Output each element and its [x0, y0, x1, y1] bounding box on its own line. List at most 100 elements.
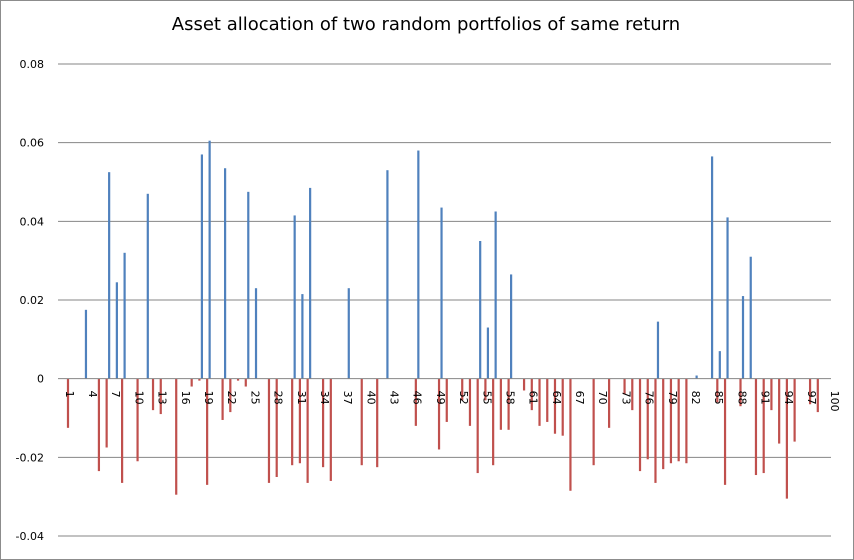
bar-series-2	[553, 378, 557, 434]
bar-series-2	[445, 378, 448, 422]
x-tick-label: 49	[434, 391, 447, 405]
x-tick-label: 37	[341, 391, 354, 405]
bar-series-2	[762, 378, 765, 474]
x-tick-label: 58	[503, 391, 516, 405]
bar-series-2	[229, 378, 232, 413]
bar-series-2	[484, 378, 487, 401]
bar-series-2	[770, 378, 773, 411]
x-axis-ticks: 1 4 7 10 13 16 19 22 25 28 31 34 37 40 43 46 49 52 55 58 61 6…	[63, 391, 841, 412]
x-tick-label: 28	[272, 391, 285, 405]
x-tick-label: 19	[202, 391, 215, 405]
x-tick-label: 76	[643, 391, 656, 405]
bar-series-1	[656, 321, 660, 379]
y-tick-label: 0	[37, 373, 44, 386]
bar-series-2	[569, 378, 572, 491]
bar-series-1	[347, 288, 350, 379]
x-tick-label: 97	[805, 391, 818, 405]
bar-series-2	[638, 378, 642, 472]
bar-series-2	[329, 378, 332, 481]
bar-series-2	[607, 378, 611, 428]
x-tick-label: 43	[388, 391, 401, 405]
y-tick-label: 0.08	[20, 58, 45, 71]
bar-series-2	[499, 378, 502, 430]
y-tick-label: 0.04	[20, 215, 45, 228]
x-tick-label: 55	[480, 391, 493, 405]
y-axis-ticks: -0.04 -0.02 0 0.02 0.04 0.06 0.08	[16, 58, 44, 543]
x-tick-label: 91	[759, 391, 772, 405]
bar-series-2	[623, 378, 626, 395]
bar-series-1	[726, 217, 729, 379]
bar-series-2	[507, 378, 510, 430]
bar-series-2	[561, 378, 564, 436]
x-tick-label: 46	[411, 391, 424, 405]
x-tick-label: 1	[63, 391, 76, 398]
y-tick-label: 0.02	[20, 294, 45, 307]
bar-series-2	[476, 378, 479, 474]
bar-series-1	[749, 256, 752, 379]
bar-series-2	[546, 378, 549, 422]
bar-series-2	[461, 378, 464, 401]
bar-series-1	[741, 296, 745, 379]
bar-series-2	[206, 378, 209, 485]
bar-series-2	[291, 378, 294, 466]
bar-series-1	[494, 211, 497, 379]
bar-series-2	[677, 378, 680, 462]
bar-series-2	[778, 378, 781, 444]
bar-series-1	[301, 294, 304, 379]
bar-series-2	[530, 378, 533, 411]
x-tick-label: 4	[86, 391, 99, 398]
bar-series-1	[440, 207, 443, 379]
bar-series-2	[236, 378, 240, 381]
bar-series-2	[190, 378, 193, 387]
bar-series-2	[522, 378, 526, 391]
x-tick-label: 22	[225, 391, 238, 405]
bar-series-1	[123, 252, 126, 379]
bar-series-2	[275, 378, 278, 477]
x-tick-label: 73	[619, 391, 632, 405]
x-tick-label: 16	[179, 391, 192, 405]
bar-series-2	[321, 378, 325, 468]
x-tick-label: 64	[550, 391, 563, 405]
gridlines	[58, 63, 831, 537]
bar-series-1	[108, 172, 111, 379]
bar-series-2	[685, 378, 688, 464]
x-tick-label: 70	[596, 391, 609, 405]
y-tick-label: -0.04	[16, 530, 44, 543]
x-tick-label: 25	[248, 391, 261, 405]
bar-series-2	[360, 378, 363, 466]
bar-series-2	[723, 378, 727, 485]
y-tick-label: -0.02	[16, 451, 44, 464]
bar-series-1	[146, 193, 149, 379]
bar-series-2	[654, 378, 657, 483]
bar-series-2	[97, 378, 101, 472]
x-tick-label: 100	[828, 391, 841, 412]
bar-series-1	[486, 327, 490, 379]
bar-series-2	[538, 378, 541, 426]
x-tick-label: 67	[573, 391, 586, 405]
bar-series-2	[662, 378, 665, 470]
bar-series-2	[716, 378, 719, 403]
x-tick-label: 34	[318, 391, 331, 405]
bar-series-1	[718, 351, 721, 379]
bar-series-1	[115, 282, 118, 379]
bar-series-1	[479, 241, 482, 379]
bar-series-2	[414, 378, 417, 426]
bar-series-2	[105, 378, 108, 448]
bar-series-2	[492, 378, 495, 466]
x-tick-label: 10	[132, 391, 145, 405]
bar-series-2	[159, 378, 162, 415]
x-tick-label: 52	[457, 391, 470, 405]
chart-title: Asset allocation of two random portfolio…	[171, 14, 681, 35]
bar-series-1	[208, 140, 211, 379]
bar-series-2	[136, 378, 139, 462]
bar-series-1	[417, 150, 420, 379]
bar-series-2	[669, 378, 673, 464]
bar-series-2	[816, 378, 819, 413]
x-tick-label: 61	[527, 391, 540, 405]
bar-series-2	[244, 378, 247, 387]
x-tick-label: 7	[109, 391, 122, 398]
x-tick-label: 85	[712, 391, 725, 405]
bar-series-2	[175, 378, 178, 495]
bar-series-2	[376, 378, 379, 468]
